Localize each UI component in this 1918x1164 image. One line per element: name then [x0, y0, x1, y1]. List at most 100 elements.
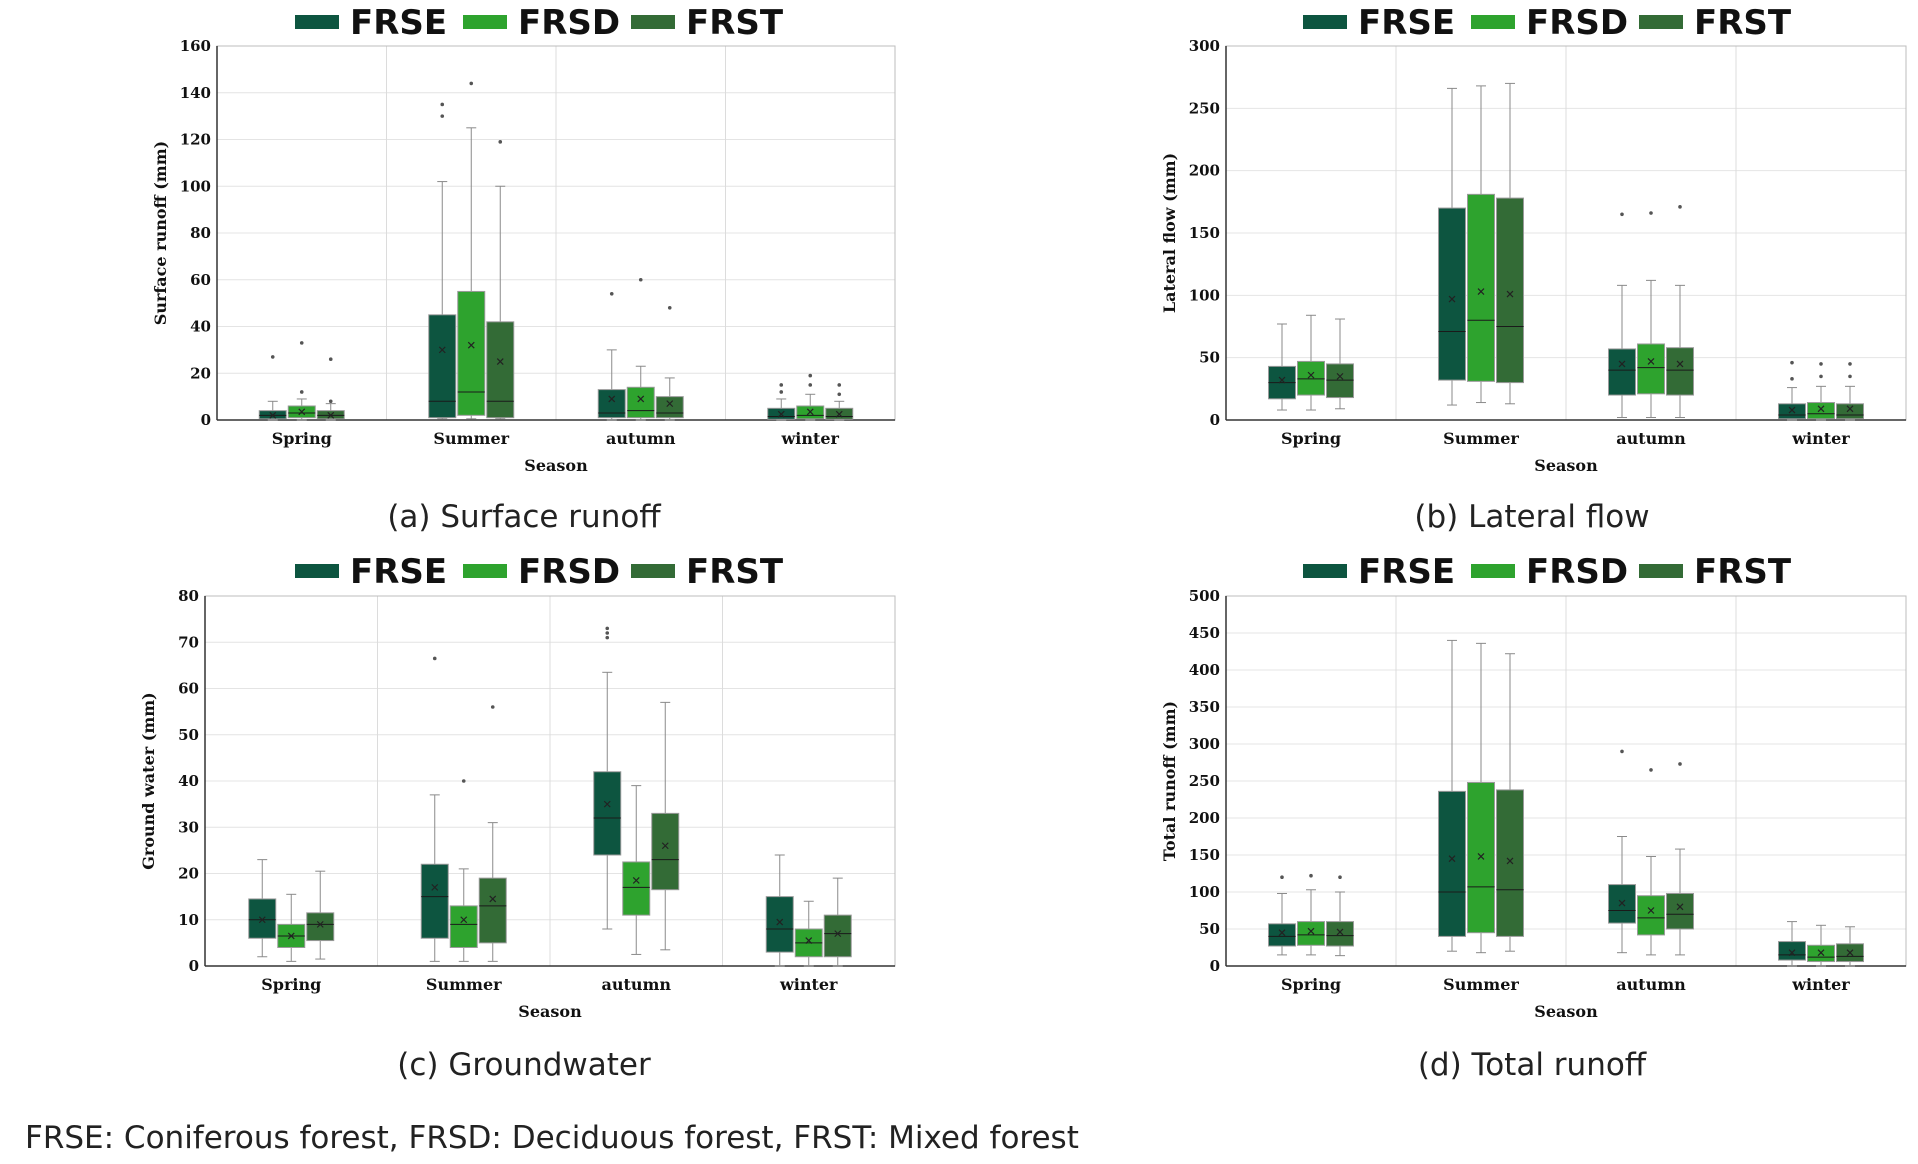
mean-marker: [603, 800, 611, 808]
y-tick-label: 20: [178, 865, 199, 883]
y-tick-label: 50: [1199, 920, 1220, 938]
y-tick-label: 200: [1189, 162, 1220, 180]
box-frse: [1608, 884, 1636, 924]
y-tick-label: 150: [1189, 846, 1220, 864]
mean-marker: [632, 877, 640, 884]
mean-marker: [1477, 288, 1485, 296]
mean-marker: [431, 883, 439, 891]
outlier-point: [837, 392, 842, 397]
mean-marker: [438, 346, 446, 354]
legend-swatch-frse: [1303, 564, 1347, 578]
box-frsd: [457, 290, 486, 416]
box-frsd: [1807, 402, 1835, 420]
y-tick-label: 20: [190, 364, 211, 382]
legend-label-frst: FRST: [1694, 552, 1792, 592]
y-tick-label: 60: [178, 680, 199, 698]
box-frse: [1608, 348, 1636, 396]
x-tick-label: Summer: [426, 975, 502, 994]
outlier-point: [299, 390, 304, 394]
x-tick-label: Spring: [1281, 429, 1341, 448]
y-tick-label: 120: [180, 131, 211, 149]
box-frsd: [449, 905, 478, 948]
y-axis-title: Surface runoff (mm): [151, 141, 170, 325]
mean-marker: [1788, 949, 1796, 957]
x-tick-label: autumn: [1616, 429, 1686, 448]
box-frse: [428, 314, 457, 419]
legend-label-frst: FRST: [686, 552, 784, 592]
outlier-point: [1620, 212, 1624, 217]
outlier-point: [1649, 211, 1653, 215]
box-frsd: [1297, 921, 1325, 946]
y-tick-label: 0: [1210, 411, 1220, 429]
x-axis-title: Season: [1534, 456, 1598, 475]
y-tick-label: 30: [178, 818, 199, 836]
y-axis-title: Ground water (mm): [139, 692, 158, 870]
outlier-point: [328, 399, 333, 404]
mean-marker: [1618, 899, 1626, 907]
mean-marker: [1307, 927, 1315, 935]
x-axis-title: Season: [518, 1002, 582, 1021]
y-tick-label: 80: [178, 587, 199, 605]
outlier-point: [609, 291, 614, 296]
outlier-point: [605, 626, 610, 631]
mean-marker: [1647, 357, 1655, 365]
mean-marker: [805, 937, 813, 944]
legend-label-frse: FRSE: [350, 3, 447, 43]
mean-marker: [637, 395, 645, 403]
outlier-point: [837, 383, 842, 387]
legend-swatch-frst: [1639, 15, 1683, 29]
mean-marker: [467, 341, 475, 349]
mean-marker: [1506, 290, 1514, 298]
box-frst: [1326, 363, 1354, 399]
x-axis-title: Season: [524, 456, 588, 475]
outlier-point: [667, 306, 672, 310]
outlier-point: [1280, 875, 1284, 879]
box-frst: [1666, 347, 1694, 396]
panel-caption: (b) Lateral flow: [1414, 499, 1649, 535]
x-tick-label: winter: [1791, 429, 1850, 448]
panel-caption: (a) Surface runoff: [387, 499, 661, 535]
mean-marker: [1506, 857, 1514, 865]
outlier-point: [1848, 362, 1852, 366]
y-tick-label: 60: [190, 271, 211, 289]
mean-marker: [666, 400, 674, 408]
y-tick-label: 150: [1189, 224, 1220, 242]
legend-swatch-frst: [631, 15, 675, 29]
y-axis-title: Lateral flow (mm): [1160, 153, 1179, 313]
y-tick-label: 500: [1189, 587, 1220, 605]
mean-marker: [776, 918, 784, 926]
mean-marker: [316, 920, 324, 928]
y-tick-label: 160: [180, 37, 211, 55]
outlier-point: [440, 114, 445, 118]
legend-label-frst: FRST: [1694, 3, 1792, 43]
outlier-point: [1678, 762, 1682, 766]
box-frst: [1496, 197, 1524, 384]
mean-marker: [1647, 907, 1655, 914]
legend-swatch-frse: [295, 15, 339, 29]
outlier-point: [1620, 749, 1624, 754]
legend-swatch-frse: [295, 564, 339, 578]
y-tick-label: 400: [1189, 661, 1220, 679]
y-tick-label: 100: [180, 177, 211, 195]
legend-swatch-frst: [1639, 564, 1683, 578]
mean-marker: [269, 411, 277, 419]
mean-marker: [1618, 360, 1626, 368]
mean-marker: [608, 395, 616, 403]
box-frse: [248, 898, 277, 939]
outlier-point: [432, 656, 437, 661]
y-tick-label: 50: [1199, 349, 1220, 367]
mean-marker: [1788, 406, 1796, 414]
panel-caption: (d) Total runoff: [1418, 1047, 1647, 1083]
box-frst: [655, 396, 684, 419]
outlier-point: [498, 140, 503, 144]
box-frsd: [1637, 343, 1665, 395]
y-tick-label: 0: [201, 411, 211, 429]
outlier-point: [299, 341, 304, 345]
mean-marker: [1846, 405, 1854, 413]
y-tick-label: 100: [1189, 883, 1220, 901]
outlier-point: [1678, 205, 1682, 209]
y-tick-label: 140: [180, 84, 211, 102]
outlier-point: [1338, 875, 1342, 879]
mean-marker: [1817, 405, 1825, 413]
mean-marker: [1477, 853, 1485, 860]
